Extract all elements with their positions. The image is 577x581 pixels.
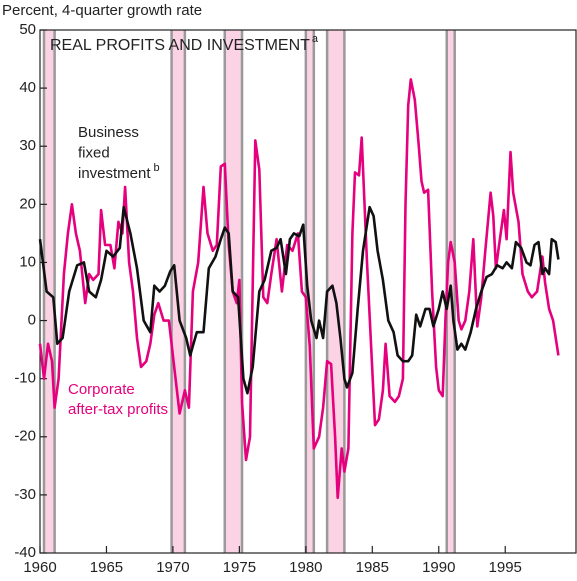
x-tick-label: 1990 bbox=[422, 559, 455, 576]
plot-frame bbox=[39, 29, 577, 554]
y-tick-label: 30 bbox=[19, 137, 36, 154]
x-tick-label: 1970 bbox=[156, 559, 189, 576]
series-line bbox=[38, 78, 560, 500]
y-tick-label: 0 bbox=[28, 312, 36, 329]
chart-title: REAL PROFITS AND INVESTMENT bbox=[50, 37, 310, 54]
x-tick-label: 1960 bbox=[23, 559, 56, 576]
annotation: Corporate bbox=[68, 381, 135, 398]
annotation-note: b bbox=[154, 162, 160, 174]
x-tick-label: 1965 bbox=[90, 559, 123, 576]
annotation: after-tax profits bbox=[68, 401, 168, 418]
x-tick-label: 1975 bbox=[223, 559, 256, 576]
y-tick-label: -30 bbox=[14, 486, 36, 503]
annotation: fixed bbox=[78, 144, 110, 161]
axis-label: Percent, 4-quarter growth rate bbox=[2, 2, 202, 19]
y-tick-label: 40 bbox=[19, 79, 36, 96]
shaded-period bbox=[305, 30, 314, 553]
y-tick-label: -20 bbox=[14, 428, 36, 445]
x-tick-label: 1995 bbox=[489, 559, 522, 576]
shaded-period bbox=[171, 30, 185, 553]
shaded-period bbox=[43, 30, 55, 553]
y-tick-label: -40 bbox=[14, 544, 36, 561]
shaded-period bbox=[327, 30, 345, 553]
y-tick-label: -10 bbox=[14, 370, 36, 387]
y-tick-label: 20 bbox=[19, 195, 36, 212]
x-tick-label: 1980 bbox=[289, 559, 322, 576]
y-tick-label: 50 bbox=[19, 21, 36, 38]
title-note: a bbox=[312, 33, 319, 45]
annotation: Business bbox=[78, 124, 139, 141]
series-line bbox=[38, 205, 560, 395]
annotation: investment bbox=[78, 165, 151, 182]
x-tick-label: 1985 bbox=[356, 559, 389, 576]
y-tick-label: 10 bbox=[19, 253, 36, 270]
